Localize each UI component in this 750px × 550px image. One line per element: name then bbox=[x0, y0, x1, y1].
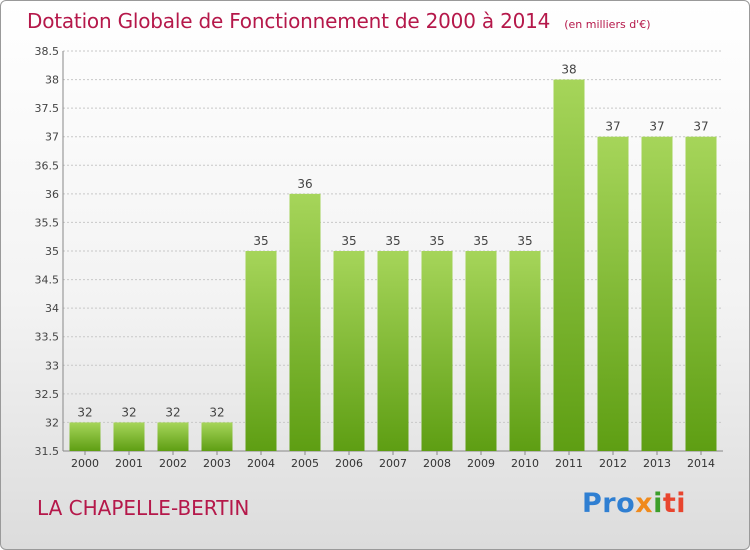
bar bbox=[377, 251, 409, 451]
commune-name: LA CHAPELLE-BERTIN bbox=[37, 496, 250, 520]
logo-part-2: x bbox=[635, 488, 654, 519]
y-tick-label: 36 bbox=[45, 188, 59, 201]
data-label: 32 bbox=[165, 405, 180, 419]
data-label: 37 bbox=[649, 120, 664, 134]
y-tick-label: 34 bbox=[45, 302, 59, 315]
y-tick-label: 38.5 bbox=[35, 45, 60, 58]
data-label: 35 bbox=[341, 234, 356, 248]
logo-part-1: Pro bbox=[582, 488, 636, 519]
data-label: 32 bbox=[77, 405, 92, 419]
bar bbox=[245, 251, 277, 451]
y-tick-label: 31.5 bbox=[35, 445, 60, 458]
bar bbox=[641, 136, 673, 451]
x-tick-label: 2002 bbox=[159, 457, 187, 470]
proxiti-logo: Proxiti bbox=[582, 488, 686, 519]
chart-title: Dotation Globale de Fonctionnement de 20… bbox=[27, 9, 650, 33]
data-label: 35 bbox=[517, 234, 532, 248]
bar bbox=[201, 422, 233, 451]
x-tick-label: 2010 bbox=[511, 457, 539, 470]
x-tick-label: 2007 bbox=[379, 457, 407, 470]
data-label: 36 bbox=[297, 177, 312, 191]
x-tick-label: 2001 bbox=[115, 457, 143, 470]
data-label: 35 bbox=[385, 234, 400, 248]
y-tick-label: 33 bbox=[45, 359, 59, 372]
x-tick-label: 2009 bbox=[467, 457, 495, 470]
x-tick-label: 2005 bbox=[291, 457, 319, 470]
y-tick-label: 37.5 bbox=[35, 102, 60, 115]
y-tick-label: 34.5 bbox=[35, 274, 60, 287]
bar bbox=[509, 251, 541, 451]
x-tick-label: 2000 bbox=[71, 457, 99, 470]
data-label: 37 bbox=[693, 120, 708, 134]
bar bbox=[289, 193, 321, 451]
x-tick-label: 2003 bbox=[203, 457, 231, 470]
bar bbox=[597, 136, 629, 451]
bar bbox=[553, 79, 585, 452]
x-tick-label: 2012 bbox=[599, 457, 627, 470]
y-tick-label: 36.5 bbox=[35, 159, 60, 172]
bar bbox=[157, 422, 189, 451]
bar bbox=[69, 422, 101, 451]
bar bbox=[685, 136, 717, 451]
chart-title-text: Dotation Globale de Fonctionnement de 20… bbox=[27, 9, 551, 33]
y-tick-label: 32.5 bbox=[35, 388, 60, 401]
x-tick-label: 2008 bbox=[423, 457, 451, 470]
data-label: 35 bbox=[473, 234, 488, 248]
data-label: 35 bbox=[429, 234, 444, 248]
y-tick-label: 32 bbox=[45, 416, 59, 429]
bar bbox=[113, 422, 145, 451]
y-tick-label: 37 bbox=[45, 131, 59, 144]
data-label: 37 bbox=[605, 120, 620, 134]
x-tick-label: 2013 bbox=[643, 457, 671, 470]
x-tick-label: 2004 bbox=[247, 457, 275, 470]
data-label: 35 bbox=[253, 234, 268, 248]
bar bbox=[421, 251, 453, 451]
y-tick-label: 38 bbox=[45, 74, 59, 87]
x-tick-label: 2011 bbox=[555, 457, 583, 470]
x-tick-label: 2006 bbox=[335, 457, 363, 470]
y-tick-label: 33.5 bbox=[35, 331, 60, 344]
data-label: 38 bbox=[561, 63, 576, 77]
logo-part-4: ti bbox=[662, 488, 687, 519]
data-label: 32 bbox=[209, 405, 224, 419]
bar bbox=[465, 251, 497, 451]
unit-note: (en milliers d'€) bbox=[564, 18, 651, 31]
y-tick-label: 35.5 bbox=[35, 216, 60, 229]
bar bbox=[333, 251, 365, 451]
logo-part-3: i bbox=[653, 488, 663, 519]
y-tick-label: 35 bbox=[45, 245, 59, 258]
x-tick-label: 2014 bbox=[687, 457, 715, 470]
data-label: 32 bbox=[121, 405, 136, 419]
